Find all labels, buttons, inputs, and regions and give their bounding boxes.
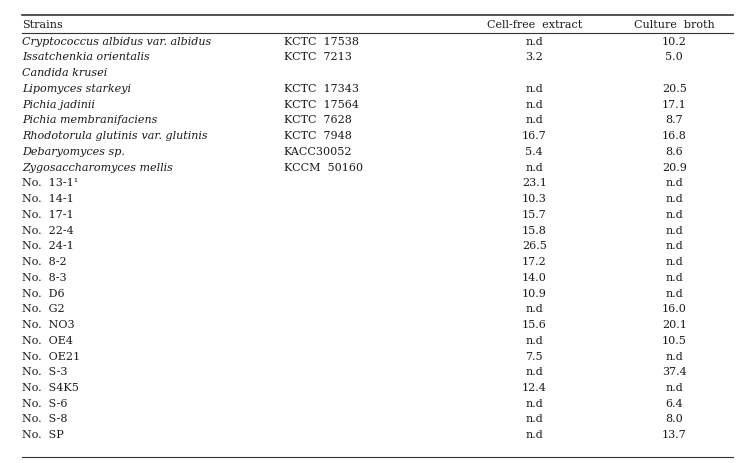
- Text: n.d: n.d: [666, 383, 683, 393]
- Text: var. albidus: var. albidus: [143, 37, 212, 47]
- Text: No.  S-6: No. S-6: [22, 399, 68, 409]
- Text: 8.6: 8.6: [666, 147, 683, 157]
- Text: 17.1: 17.1: [662, 100, 687, 110]
- Text: n.d: n.d: [666, 273, 683, 283]
- Text: No.  D6: No. D6: [22, 288, 65, 299]
- Text: 16.7: 16.7: [522, 131, 547, 141]
- Text: 5.4: 5.4: [525, 147, 543, 157]
- Text: 14.0: 14.0: [522, 273, 547, 283]
- Text: KACC30052: KACC30052: [284, 147, 352, 157]
- Text: Pichia membranifaciens: Pichia membranifaciens: [22, 115, 158, 125]
- Text: var. glutinis: var. glutinis: [138, 131, 207, 141]
- Text: Lipomyces starkeyi: Lipomyces starkeyi: [22, 84, 131, 94]
- Text: n.d: n.d: [525, 37, 543, 47]
- Text: 20.5: 20.5: [662, 84, 687, 94]
- Text: Issatchenkia orientalis: Issatchenkia orientalis: [22, 52, 150, 63]
- Text: n.d: n.d: [666, 225, 683, 236]
- Text: 37.4: 37.4: [662, 367, 687, 377]
- Text: KCTC  17343: KCTC 17343: [284, 84, 359, 94]
- Text: 16.0: 16.0: [662, 304, 687, 314]
- Text: No.  OE4: No. OE4: [22, 336, 73, 346]
- Text: 8.7: 8.7: [666, 115, 683, 125]
- Text: Cryptococcus albidus: Cryptococcus albidus: [22, 37, 143, 47]
- Text: No.  22-4: No. 22-4: [22, 225, 74, 236]
- Text: 26.5: 26.5: [522, 241, 547, 251]
- Text: 3.2: 3.2: [525, 52, 543, 63]
- Text: No.  OE21: No. OE21: [22, 351, 80, 362]
- Text: Debaryomyces sp.: Debaryomyces sp.: [22, 147, 125, 157]
- Text: 15.7: 15.7: [522, 210, 547, 220]
- Text: No.  8-3: No. 8-3: [22, 273, 67, 283]
- Text: n.d: n.d: [525, 115, 543, 125]
- Text: 15.8: 15.8: [522, 225, 547, 236]
- Text: n.d: n.d: [525, 414, 543, 425]
- Text: No.  S-8: No. S-8: [22, 414, 68, 425]
- Text: n.d: n.d: [525, 367, 543, 377]
- Text: n.d: n.d: [666, 288, 683, 299]
- Text: n.d: n.d: [525, 84, 543, 94]
- Text: n.d: n.d: [666, 257, 683, 267]
- Text: n.d: n.d: [666, 194, 683, 204]
- Text: n.d: n.d: [666, 178, 683, 188]
- Text: 12.4: 12.4: [522, 383, 547, 393]
- Text: Candida krusei: Candida krusei: [22, 68, 108, 78]
- Text: n.d: n.d: [525, 430, 543, 440]
- Text: No.  8-2: No. 8-2: [22, 257, 67, 267]
- Text: n.d: n.d: [666, 351, 683, 362]
- Text: 15.6: 15.6: [522, 320, 547, 330]
- Text: 10.9: 10.9: [522, 288, 547, 299]
- Text: 10.5: 10.5: [662, 336, 687, 346]
- Text: 8.0: 8.0: [666, 414, 683, 425]
- Text: No.  S4K5: No. S4K5: [22, 383, 79, 393]
- Text: No.  17-1: No. 17-1: [22, 210, 74, 220]
- Text: KCTC  7628: KCTC 7628: [284, 115, 352, 125]
- Text: No.  NO3: No. NO3: [22, 320, 74, 330]
- Text: 23.1: 23.1: [522, 178, 547, 188]
- Text: No.  24-1: No. 24-1: [22, 241, 74, 251]
- Text: 7.5: 7.5: [525, 351, 543, 362]
- Text: n.d: n.d: [525, 163, 543, 173]
- Text: KCTC  17564: KCTC 17564: [284, 100, 359, 110]
- Text: 6.4: 6.4: [666, 399, 683, 409]
- Text: No.  13-1¹: No. 13-1¹: [22, 178, 78, 188]
- Text: No.  SP: No. SP: [22, 430, 64, 440]
- Text: KCTC  7213: KCTC 7213: [284, 52, 352, 63]
- Text: Strains: Strains: [22, 20, 63, 31]
- Text: No.  G2: No. G2: [22, 304, 65, 314]
- Text: 10.2: 10.2: [662, 37, 687, 47]
- Text: n.d: n.d: [525, 399, 543, 409]
- Text: No.  S-3: No. S-3: [22, 367, 68, 377]
- Text: KCTC  17538: KCTC 17538: [284, 37, 359, 47]
- Text: 10.3: 10.3: [522, 194, 547, 204]
- Text: 13.7: 13.7: [662, 430, 687, 440]
- Text: n.d: n.d: [666, 210, 683, 220]
- Text: n.d: n.d: [666, 241, 683, 251]
- Text: 20.1: 20.1: [662, 320, 687, 330]
- Text: Cell-free  extract: Cell-free extract: [486, 20, 582, 31]
- Text: n.d: n.d: [525, 336, 543, 346]
- Text: Zygosaccharomyces mellis: Zygosaccharomyces mellis: [22, 163, 173, 173]
- Text: No.  14-1: No. 14-1: [22, 194, 74, 204]
- Text: 16.8: 16.8: [662, 131, 687, 141]
- Text: KCTC  7948: KCTC 7948: [284, 131, 352, 141]
- Text: 17.2: 17.2: [522, 257, 547, 267]
- Text: n.d: n.d: [525, 100, 543, 110]
- Text: 20.9: 20.9: [662, 163, 687, 173]
- Text: 5.0: 5.0: [666, 52, 683, 63]
- Text: Rhodotorula glutinis: Rhodotorula glutinis: [22, 131, 138, 141]
- Text: Pichia jadinii: Pichia jadinii: [22, 100, 95, 110]
- Text: Culture  broth: Culture broth: [634, 20, 715, 31]
- Text: KCCM  50160: KCCM 50160: [284, 163, 363, 173]
- Text: n.d: n.d: [525, 304, 543, 314]
